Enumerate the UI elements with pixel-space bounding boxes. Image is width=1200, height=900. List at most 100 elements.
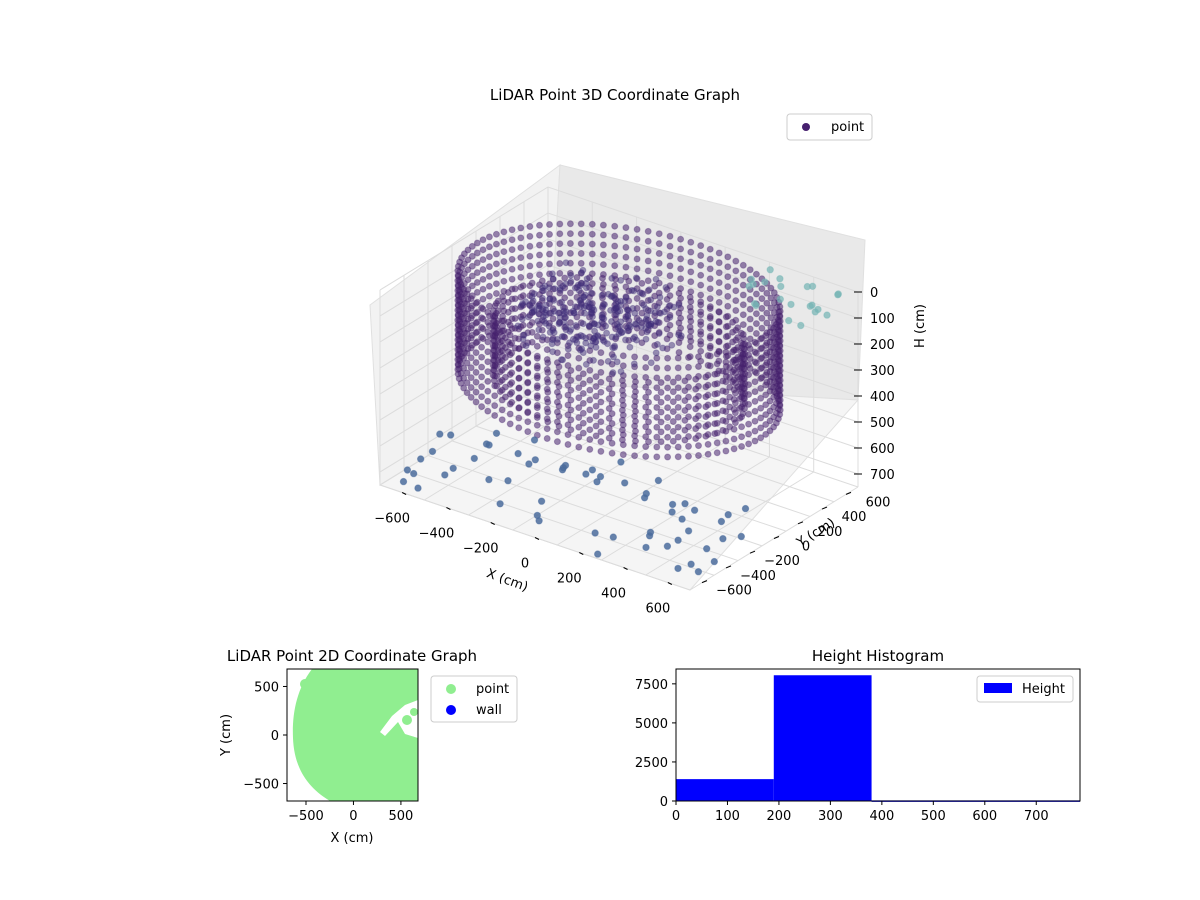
point-marker [580,294,588,301]
point-marker [726,413,734,421]
point-marker [724,273,732,281]
point-marker [652,318,660,325]
point-marker [511,315,519,322]
point-marker [498,406,506,414]
point-marker [644,257,652,265]
x-tick-label: −500 [288,809,324,824]
point-marker [697,261,705,269]
grid-line [379,238,859,345]
point-marker [463,300,471,308]
point-marker [524,418,532,426]
point-marker [732,267,740,275]
point-marker [767,324,775,332]
point-marker [579,390,587,397]
point-marker [577,230,585,238]
point-marker [564,352,572,360]
point-marker [724,511,732,519]
point-marker [715,269,723,277]
z-tick-labels-3d: 0 100 200 300 400 500 600 700 [854,286,895,483]
point-marker [637,323,645,331]
x-tick-label: 400 [869,809,894,824]
point-marker [525,313,532,321]
point-marker [575,443,583,451]
point-marker [702,432,710,440]
point-marker [586,396,594,404]
point-marker [518,315,526,323]
point-marker [746,315,754,323]
point-marker [544,398,552,406]
point-marker [500,238,508,246]
point-marker [717,517,726,526]
point-marker [596,472,605,481]
point-marker [692,415,700,423]
point-marker [399,477,408,486]
point-marker [739,321,747,329]
point-marker [539,305,547,313]
point-marker [669,408,677,416]
point-marker [711,420,719,428]
legend-wall-label: wall [476,703,502,718]
point-marker [526,262,534,270]
point-marker [470,454,478,463]
point-marker [642,489,650,498]
point-marker [533,384,541,392]
point-marker [546,230,553,238]
point-marker [485,272,493,280]
point-marker [686,313,694,321]
point-marker [562,259,570,267]
point-marker [492,250,500,258]
point-marker [681,426,689,434]
point-marker [599,284,606,292]
point-marker [767,334,775,341]
point-marker [597,428,605,436]
point-marker [567,326,575,333]
point-marker [605,395,613,403]
point-marker [564,345,572,353]
point-marker [664,354,672,362]
point-marker [740,394,748,402]
point-marker [647,296,655,304]
point-marker [564,411,572,419]
point-marker [473,249,481,257]
point-marker [761,278,769,286]
point-marker [651,282,659,290]
point-marker [524,349,532,357]
point-marker [695,363,702,370]
point-marker [457,310,465,318]
point-marker [675,301,683,309]
x-tick-label: 0 [349,809,357,824]
point-marker [501,393,509,401]
point-marker [618,396,626,404]
point-marker [566,339,573,347]
point-marker [605,424,613,432]
point-marker [593,478,601,486]
point-marker [776,275,784,283]
point-marker [544,388,552,396]
point-fill-2d [292,669,418,801]
point-marker [608,318,615,325]
point-marker [715,347,723,355]
point-marker [467,393,475,401]
point-marker [758,324,766,332]
point-marker [544,369,552,376]
point-marker [539,333,547,341]
y-tick-label: −400 [740,569,776,584]
point-marker [797,321,805,330]
point-marker [645,398,652,406]
point-marker [741,504,750,513]
chart-2d-title: LiDAR Point 2D Coordinate Graph [227,647,477,665]
point-marker [496,348,504,356]
grid-line [645,471,814,576]
point-marker [579,399,587,407]
point-marker [763,339,771,347]
point-marker [734,383,742,391]
point-marker [726,403,734,411]
point-marker [654,476,663,485]
point-marker [581,309,589,317]
point-marker [586,376,594,384]
point-marker [758,285,766,293]
point-marker [711,400,719,408]
point-marker [500,258,508,265]
point-marker [666,313,674,321]
point-marker [533,354,541,362]
